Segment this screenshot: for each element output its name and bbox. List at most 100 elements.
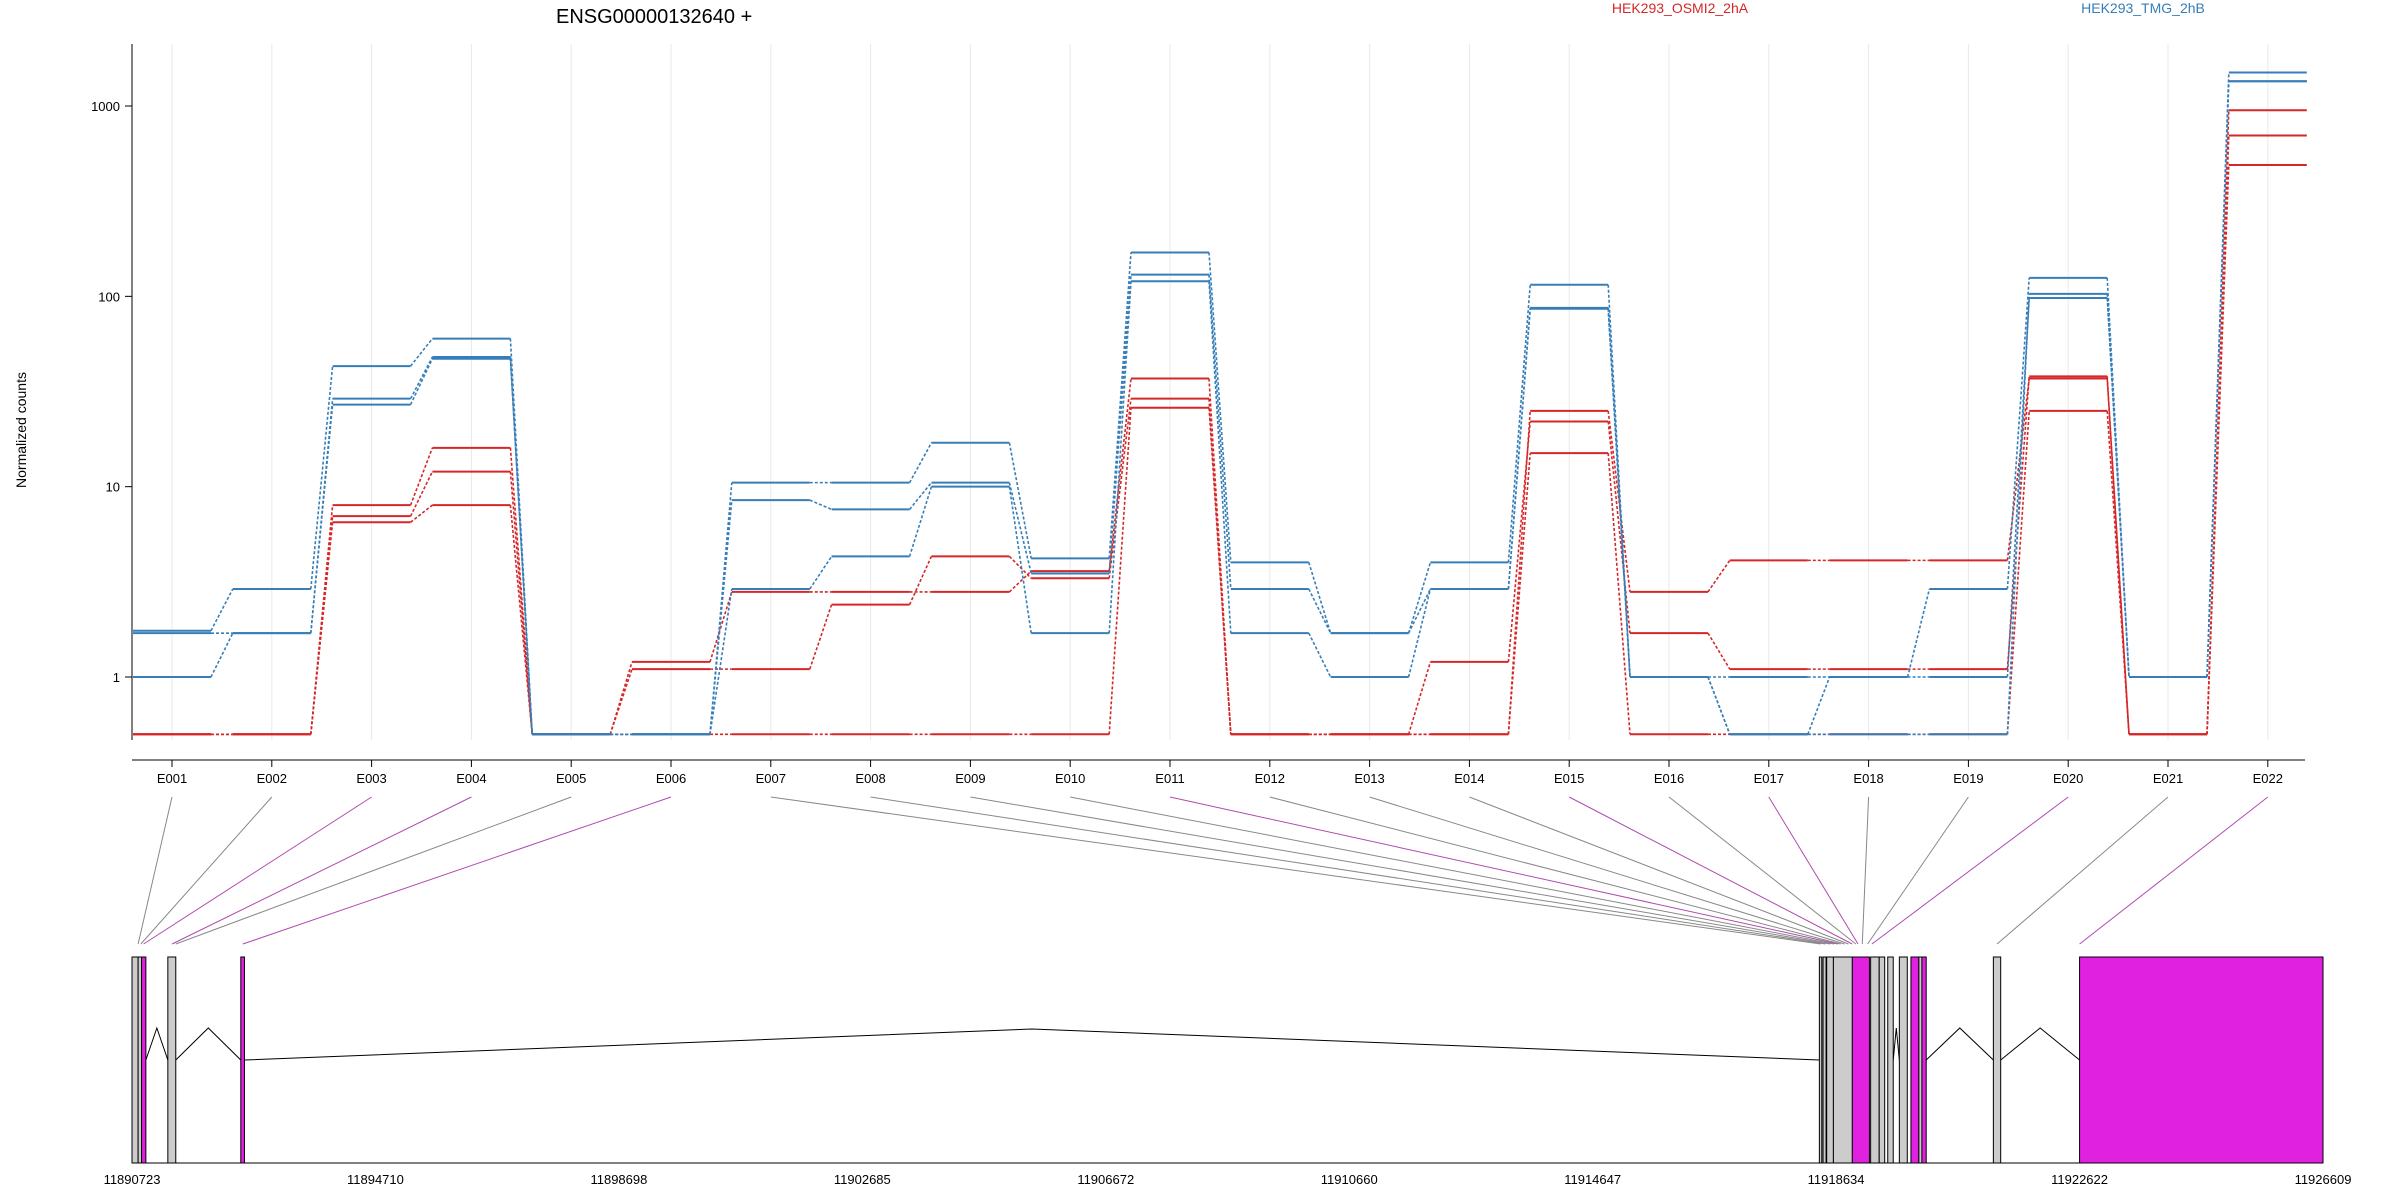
data-connector [1008, 555, 1032, 579]
data-connector [310, 366, 334, 590]
data-connector [1407, 588, 1432, 634]
x-tick-label: E001 [157, 771, 187, 786]
data-connector [2006, 297, 2030, 678]
data-connector [709, 500, 733, 735]
data-connector [2106, 297, 2130, 678]
data-connector [409, 447, 434, 506]
data-connector [1407, 562, 1432, 634]
data-connector [1507, 284, 1531, 563]
data-connector [409, 356, 434, 400]
genomic-tick-label: 11926609 [2295, 1172, 2352, 1187]
data-connector [509, 471, 533, 735]
exon-block [1898, 956, 1908, 1164]
data-connector [409, 471, 434, 517]
exon-connector [1269, 796, 1841, 945]
genomic-tick-label: 11910660 [1321, 1172, 1378, 1187]
data-connector [2006, 277, 2030, 590]
genomic-tick-label: 11890723 [104, 1172, 161, 1187]
data-connector [1707, 632, 1731, 670]
exon-connector [1867, 796, 1969, 945]
exon-connector [1169, 796, 1839, 945]
exon-block [167, 956, 177, 1164]
x-tick-label: E015 [1554, 771, 1584, 786]
data-connector [1308, 562, 1332, 634]
data-connector [809, 604, 833, 670]
data-connector [2006, 410, 2030, 735]
x-tick-label: E005 [556, 771, 586, 786]
exon-block [1851, 956, 1870, 1164]
exon-block [1818, 956, 1823, 1164]
data-connector [609, 668, 633, 735]
data-connector [2206, 164, 2230, 735]
exon-connector [1668, 796, 1857, 945]
exon-connector [175, 796, 572, 945]
data-connector [809, 555, 833, 590]
series-6 [133, 80, 2307, 736]
exon-block [1992, 956, 2002, 1164]
data-connector [509, 447, 533, 735]
exon-block [141, 956, 147, 1164]
x-tick-label: E013 [1354, 771, 1384, 786]
data-connector [1807, 676, 1831, 735]
x-tick-label: E010 [1055, 771, 1085, 786]
data-connector [210, 632, 234, 678]
genomic-tick-label: 11906672 [1077, 1172, 1134, 1187]
x-tick-label: E020 [2053, 771, 2083, 786]
data-connector [1607, 453, 1631, 735]
y-tick-label: 100 [98, 289, 120, 304]
x-tick-label: E022 [2253, 771, 2283, 786]
exon-block [1878, 956, 1886, 1164]
exon-block [1826, 956, 1834, 1164]
data-connector [1108, 407, 1132, 735]
x-tick-label: E004 [456, 771, 486, 786]
intron-line [1925, 1027, 1994, 1061]
data-connector [1906, 588, 1931, 678]
x-tick-label: E018 [1853, 771, 1883, 786]
genomic-tick-label: 11914647 [1564, 1172, 1621, 1187]
exon-connector [970, 796, 1831, 945]
exon-connector [1070, 796, 1835, 945]
data-connector [908, 556, 933, 605]
data-connector [809, 499, 832, 511]
data-connector [1108, 252, 1132, 559]
y-axis: 1 10 100 1000 [91, 44, 133, 740]
intron-line [1892, 1027, 1900, 1061]
data-connector [1208, 252, 1232, 563]
data-connector [1108, 378, 1132, 572]
data-connector [2106, 410, 2130, 735]
data-connector [509, 505, 533, 735]
data-connector [409, 358, 434, 405]
data-connector [1507, 421, 1531, 663]
y-axis-label: Normalized counts [13, 372, 29, 488]
data-connector [1308, 632, 1332, 678]
x-tick-label: E003 [356, 771, 386, 786]
data-connector [1008, 482, 1032, 574]
exon-connector [171, 796, 472, 945]
expression-lines [133, 71, 2307, 736]
x-tick-label: E019 [1953, 771, 1983, 786]
data-connector [210, 588, 234, 632]
y-tick-label: 1 [113, 670, 120, 685]
data-connector [1008, 486, 1032, 634]
data-connector [1707, 676, 1731, 735]
data-connector [2106, 378, 2130, 735]
legend-label-osmi2: HEK293_OSMI2_2hA [1612, 0, 1749, 16]
data-connector [1308, 588, 1332, 634]
data-connector [1607, 308, 1631, 678]
exon-connector [770, 796, 1821, 945]
exon-connector [1469, 796, 1849, 945]
exon-connector [870, 796, 1826, 945]
series-1 [133, 109, 2307, 736]
exon-connector [1871, 796, 2069, 945]
exon-connector [2079, 796, 2269, 945]
data-connector [1108, 398, 1132, 579]
data-connector [1507, 410, 1531, 735]
data-connector [1108, 281, 1132, 634]
data-connector [1208, 281, 1232, 634]
exon-connector [1861, 796, 1870, 945]
exon-block [1870, 956, 1880, 1164]
x-tick-label: E021 [2153, 771, 2183, 786]
exon-block [137, 956, 143, 1164]
data-connector [1507, 308, 1531, 590]
x-tick-label: E007 [756, 771, 786, 786]
